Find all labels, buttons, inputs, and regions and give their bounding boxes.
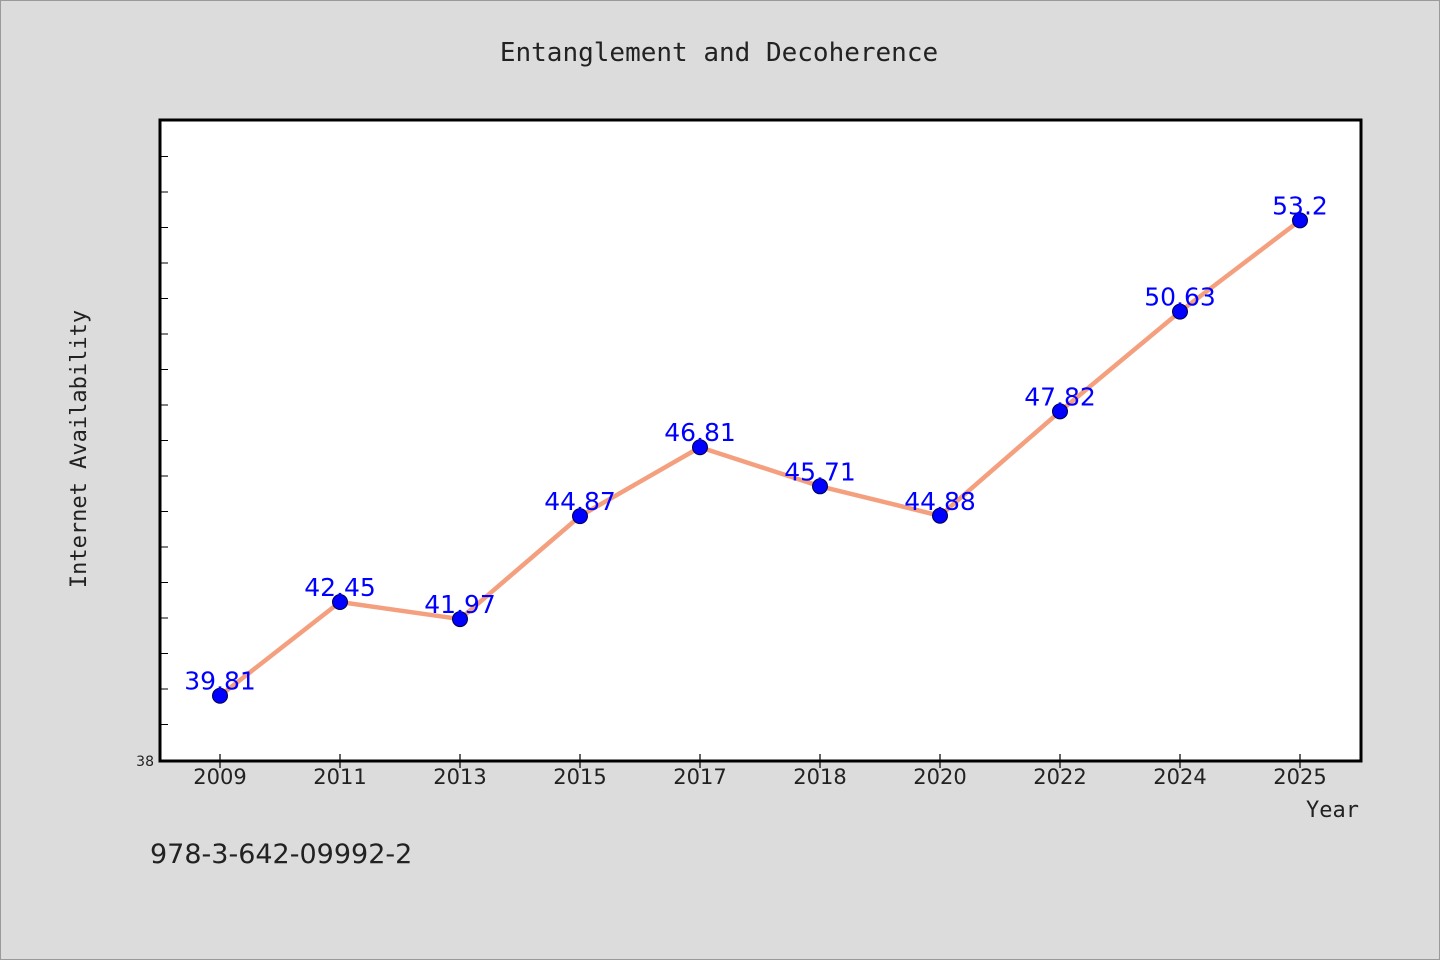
x-axis-label: Year — [1306, 798, 1359, 823]
data-label: 44.87 — [544, 487, 616, 516]
y-axis-ticks: 38 — [136, 156, 168, 770]
data-point — [1052, 403, 1068, 420]
data-label: 46.81 — [664, 418, 736, 447]
data-point — [812, 478, 828, 495]
plot-area — [158, 118, 1363, 763]
data-point — [572, 508, 588, 525]
x-tick-label: 2009 — [193, 765, 246, 789]
x-tick-label: 2024 — [1153, 765, 1206, 789]
series-line-group — [217, 218, 1303, 698]
x-tick-label: 2015 — [553, 765, 606, 789]
x-tick-label: 2018 — [793, 765, 846, 789]
data-point — [332, 594, 348, 611]
data-label: 47.82 — [1024, 382, 1096, 411]
y-tick-label: 38 — [136, 754, 154, 770]
data-point — [1172, 303, 1188, 320]
data-label: 39.81 — [184, 667, 256, 696]
x-tick-label: 2011 — [313, 765, 366, 789]
data-point — [932, 507, 948, 524]
x-axis-ticks: 2009 2011 2013 2015 2017 2018 2020 2022 2024 2025 — [193, 754, 1327, 789]
chart-title: Entanglement and Decoherence — [500, 38, 938, 68]
data-markers — [212, 212, 1308, 704]
data-label: 50.63 — [1144, 283, 1216, 312]
data-point — [212, 687, 228, 704]
data-label: 45.71 — [784, 457, 856, 486]
x-tick-label: 2025 — [1273, 765, 1326, 789]
data-label: 53.2 — [1272, 191, 1328, 220]
data-labels: 39.81 42.45 41.97 44.87 46.81 45.71 44.88 47.82… — [184, 191, 1328, 695]
data-label: 41.97 — [424, 590, 496, 619]
x-tick-label: 2013 — [433, 765, 486, 789]
y-axis-label: Internet Availability — [67, 310, 92, 588]
data-point — [1292, 212, 1308, 229]
data-label: 42.45 — [304, 573, 376, 602]
x-tick-label: 2022 — [1033, 765, 1086, 789]
isbn-text: 978-3-642-09992-2 — [150, 839, 412, 870]
x-tick-label: 2017 — [673, 765, 726, 789]
data-point — [452, 611, 468, 628]
data-label: 44.88 — [904, 487, 976, 516]
data-point — [692, 439, 708, 456]
x-tick-label: 2020 — [913, 765, 966, 789]
series-line — [217, 218, 1303, 698]
